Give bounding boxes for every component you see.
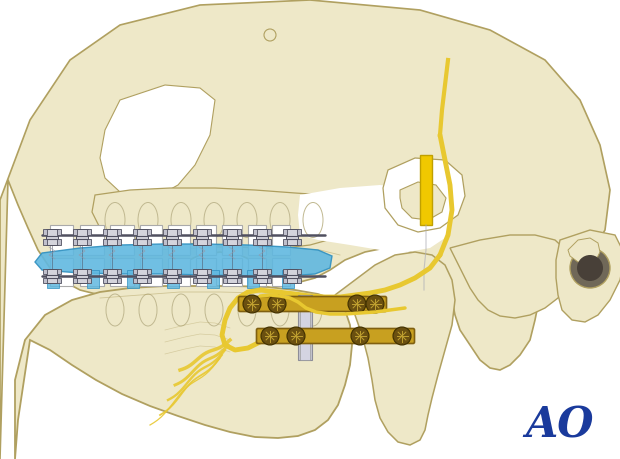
Circle shape [366,295,384,313]
Bar [73,278,77,283]
Bar [110,258,134,286]
Bar [103,269,107,274]
Bar [272,258,290,286]
Polygon shape [400,182,446,220]
Bar [300,295,310,360]
Polygon shape [568,238,600,264]
Bar [286,269,298,283]
Bar [50,258,73,286]
Bar [223,239,227,245]
Circle shape [264,29,276,41]
Bar [207,239,211,245]
Bar [253,269,257,274]
Bar [106,229,118,245]
Bar [57,269,61,274]
Bar [133,278,137,283]
Bar [117,278,121,283]
Bar [87,270,99,288]
Bar [47,270,59,288]
Bar [248,258,266,286]
Bar [420,155,432,225]
Circle shape [268,295,286,313]
Circle shape [393,327,411,345]
Circle shape [261,327,279,345]
Bar [177,239,181,245]
Circle shape [348,295,366,313]
Polygon shape [35,244,332,276]
Bar [103,278,107,283]
Bar [193,278,197,283]
Bar [57,278,61,283]
Bar [193,239,197,245]
Bar [163,269,167,274]
Bar [226,269,238,283]
Bar [50,225,73,255]
Bar [103,229,107,235]
Bar [73,239,77,245]
Bar [43,229,47,235]
Bar [272,225,290,255]
Bar [73,229,77,235]
Bar [106,269,118,283]
Bar [256,269,268,283]
Bar [163,278,167,283]
Bar [166,269,178,283]
Polygon shape [15,286,352,459]
Bar [297,269,301,274]
Bar [43,239,47,245]
Bar [136,229,148,245]
Circle shape [243,295,261,313]
Bar [163,229,167,235]
Bar [253,278,257,283]
Bar [297,229,301,235]
Bar [207,270,219,288]
Bar [267,239,271,245]
Bar [43,269,47,274]
Bar [117,269,121,274]
Bar [147,229,151,235]
Bar [110,225,134,255]
Bar [237,278,241,283]
Bar [136,269,148,283]
Bar [297,239,301,245]
Bar [87,278,91,283]
Polygon shape [335,252,455,445]
Bar [237,239,241,245]
Bar [207,269,211,274]
Bar [133,239,137,245]
Bar [283,229,287,235]
Bar [80,225,104,255]
Bar [43,278,47,283]
Bar [193,269,197,274]
Bar [168,258,190,286]
Bar [76,229,88,245]
Bar [57,239,61,245]
Bar [237,269,241,274]
Bar [163,239,167,245]
Bar [177,229,181,235]
Bar [223,229,227,235]
Bar [76,269,88,283]
Bar [196,269,208,283]
Bar [196,225,216,255]
Bar [283,239,287,245]
Polygon shape [298,185,450,252]
Bar [87,239,91,245]
Bar [267,269,271,274]
Bar [298,295,312,360]
Bar [147,269,151,274]
Bar [103,239,107,245]
Circle shape [287,327,305,345]
Bar [57,229,61,235]
Bar [133,229,137,235]
Bar [147,239,151,245]
Polygon shape [383,158,465,232]
Circle shape [577,255,603,281]
Bar [253,229,257,235]
Bar [117,229,121,235]
Text: AO: AO [526,404,594,446]
Bar [247,270,259,288]
Bar [87,269,91,274]
Bar [73,269,77,274]
